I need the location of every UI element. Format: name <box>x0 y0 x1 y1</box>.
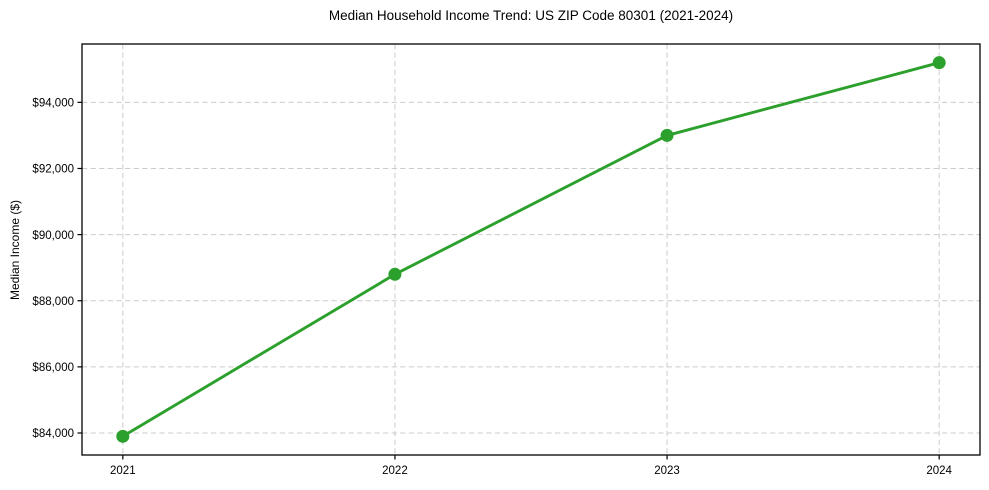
y-tick-label: $94,000 <box>32 98 74 110</box>
tick-labels-layer: $84,000 $86,000 $88,000 $90,000 $92,000 $94,0… <box>32 98 952 477</box>
plot-frame <box>81 43 981 456</box>
data-point-2024 <box>932 56 946 70</box>
y-tick-label: $90,000 <box>32 230 74 242</box>
x-tick-label: 2022 <box>382 465 408 477</box>
data-point-2022 <box>388 267 402 281</box>
y-tick-label: $86,000 <box>32 362 74 374</box>
y-tick-label: $84,000 <box>32 428 74 440</box>
chart-title: Median Household Income Trend: US ZIP Co… <box>328 8 734 23</box>
y-tick-label: $88,000 <box>32 296 74 308</box>
x-tick-label: 2024 <box>926 465 952 477</box>
income-series-layer <box>116 56 946 443</box>
tick-marks-layer <box>77 101 940 460</box>
data-point-2023 <box>660 128 674 142</box>
x-tick-label: 2021 <box>110 465 136 477</box>
x-tick-label: 2023 <box>654 465 680 477</box>
income-trend-line <box>121 61 941 438</box>
y-tick-label: $92,000 <box>32 164 74 176</box>
data-point-2021 <box>116 429 130 443</box>
gridlines-layer <box>82 44 980 455</box>
